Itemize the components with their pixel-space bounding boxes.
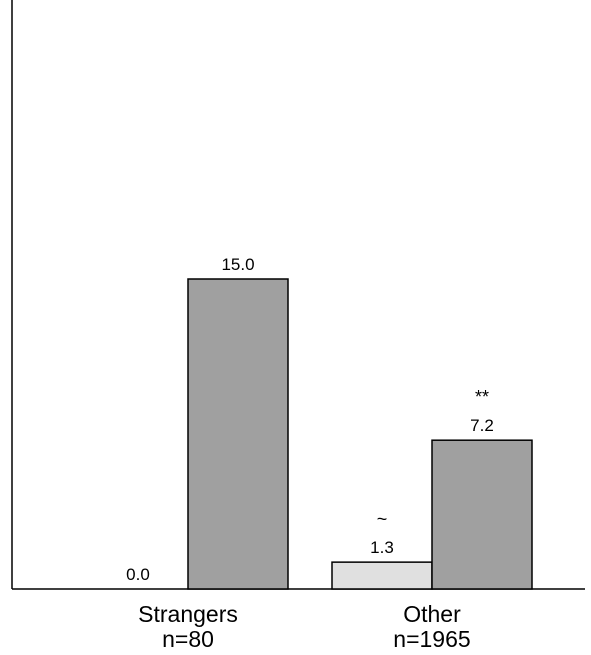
value-label-strangers-s2: 15.0 xyxy=(221,255,254,274)
bar-other-s2 xyxy=(431,439,533,590)
x-tick-label-other: Other xyxy=(403,601,461,627)
value-label-strangers-s1: 0.0 xyxy=(126,565,150,584)
value-label-other-s2: 7.2 xyxy=(470,416,494,435)
significance-label-other-s2: ** xyxy=(475,387,489,407)
x-tick-sublabel-other: n=1965 xyxy=(393,626,470,652)
x-tick-label-strangers: Strangers xyxy=(138,601,238,627)
value-label-other-s1: 1.3 xyxy=(370,538,394,557)
bar-strangers-s2 xyxy=(187,278,289,590)
bars-group xyxy=(187,278,533,590)
significance-label-other-s1: ~ xyxy=(377,509,388,529)
bar-other-s1 xyxy=(331,561,433,590)
x-tick-sublabel-strangers: n=80 xyxy=(162,626,214,652)
